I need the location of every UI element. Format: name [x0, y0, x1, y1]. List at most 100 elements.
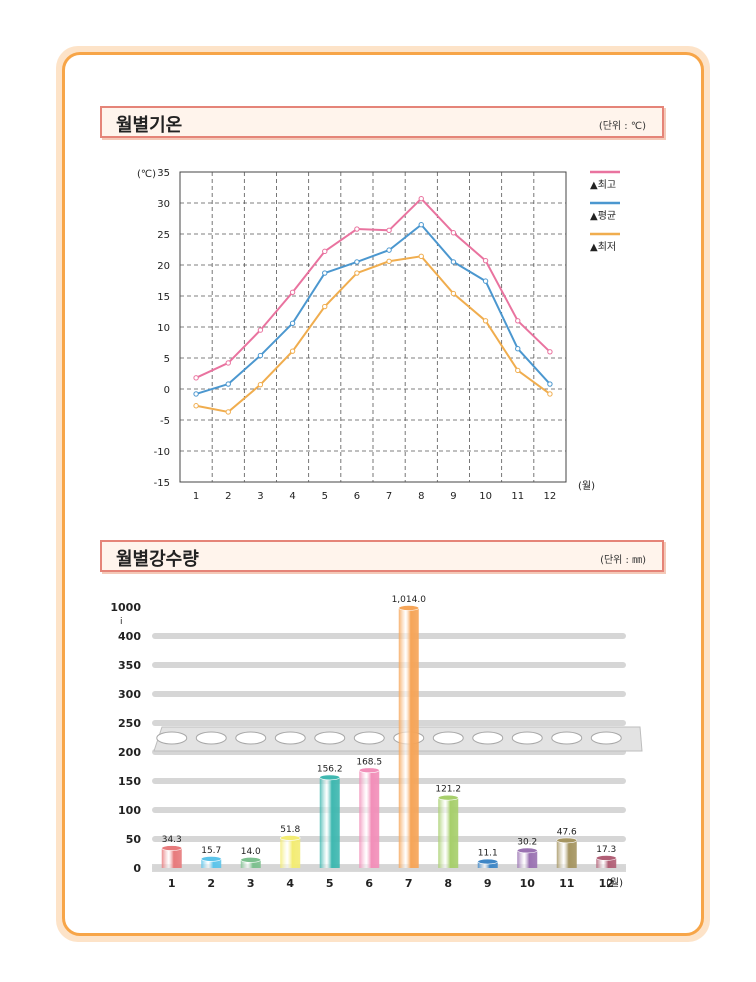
- temp-point-avg: [354, 259, 360, 265]
- rain-bar: [556, 840, 577, 868]
- rain-gridline: [152, 865, 626, 871]
- rain-y-tick-label: 50: [126, 833, 142, 846]
- rain-x-tick-label: 5: [326, 877, 334, 890]
- temp-point-low: [515, 367, 521, 374]
- rain-x-tick-label: 2: [207, 877, 215, 890]
- rain-bar: [359, 770, 380, 868]
- rain-value-label: 34.3: [162, 835, 182, 845]
- temp-point-high: [547, 349, 553, 355]
- rain-x-tick-label: 4: [286, 877, 294, 890]
- temp-y-tick-label: 5: [164, 354, 170, 365]
- temp-point-low: [289, 348, 296, 354]
- rain-gridline: [152, 720, 626, 726]
- rain-axis-break-hole: [472, 731, 504, 745]
- temp-y-tick-label: 10: [157, 323, 170, 334]
- rain-y-tick-label: 100: [118, 804, 141, 817]
- rain-y-tick-label: 0: [133, 862, 141, 875]
- rain-y-tick-label: 400: [118, 630, 141, 643]
- rain-value-label: 1,014.0: [392, 595, 427, 605]
- rain-bar-cap: [200, 856, 222, 862]
- temp-x-tick-label: 4: [289, 491, 295, 502]
- temp-y-tick-label: 20: [157, 261, 170, 272]
- temp-point-low: [386, 258, 392, 264]
- rain-gridline: [152, 633, 626, 639]
- temp-x-tick-label: 1: [193, 491, 199, 502]
- temp-x-tick-label: 2: [225, 491, 231, 502]
- temp-y-tick-label: 35: [157, 168, 170, 179]
- temp-x-tick-label: 6: [354, 491, 360, 502]
- rain-axis-break-hole: [314, 731, 346, 745]
- temp-point-avg: [515, 346, 521, 352]
- temp-point-high: [515, 318, 521, 324]
- temp-point-high: [354, 226, 360, 232]
- temp-x-tick-label: 12: [544, 491, 557, 502]
- legend-label-high: ▲최고: [590, 179, 616, 191]
- temp-point-high: [193, 375, 199, 381]
- temp-y-unit: (℃): [137, 169, 156, 180]
- legend-label-low: ▲최저: [590, 241, 616, 253]
- temp-point-low: [482, 318, 489, 324]
- temp-x-tick-label: 7: [386, 491, 392, 502]
- temp-point-low: [225, 409, 231, 415]
- rain-value-label: 17.3: [596, 845, 616, 855]
- rain-axis-break-hole: [432, 731, 464, 745]
- temp-point-high: [257, 327, 264, 333]
- rain-y-tick-label: 250: [118, 717, 141, 730]
- rain-value-label: 156.2: [317, 764, 343, 774]
- temp-x-tick-label: 5: [322, 491, 328, 502]
- rain-plot-area: 1000 400 350 300 250 200 150 100 50 0 i 34.3 15.7 14.…: [110, 595, 643, 890]
- rain-bar-cap: [437, 794, 459, 801]
- rain-value-label: 30.2: [517, 837, 537, 847]
- rain-y-tick-label: 1000: [110, 601, 141, 614]
- rain-bar-cap: [477, 858, 499, 865]
- temp-point-high: [450, 230, 457, 236]
- rain-y-tick-label: 350: [118, 659, 141, 672]
- temp-y-tick-label: 0: [164, 385, 170, 396]
- rain-bar: [201, 858, 222, 868]
- rain-x-tick-label: 11: [559, 877, 574, 890]
- temp-point-high: [225, 360, 231, 366]
- temp-y-tick-label: 15: [157, 292, 170, 303]
- rain-gridline: [152, 662, 626, 668]
- rain-y-tick-label: 200: [118, 746, 141, 759]
- rain-x-unit: (월): [606, 877, 623, 889]
- rain-axis-break-hole: [235, 731, 267, 745]
- temp-point-avg: [547, 381, 553, 387]
- temp-x-unit: (월): [578, 480, 595, 492]
- temp-y-tick-label: -15: [154, 478, 170, 489]
- rain-bar: [438, 797, 459, 868]
- temp-point-avg: [257, 352, 264, 359]
- rain-value-label: 14.0: [241, 847, 261, 857]
- rain-gridline: [152, 836, 626, 842]
- temp-point-avg: [386, 247, 392, 253]
- rain-value-label: 51.8: [280, 825, 300, 835]
- rain-bar-cap: [358, 767, 380, 774]
- rain-value-label: 11.1: [478, 849, 498, 859]
- rain-y-tick-label: 150: [118, 775, 141, 788]
- rain-bar-cap: [319, 774, 341, 781]
- rain-bar: [398, 608, 419, 868]
- rain-axis-break-tray: [153, 726, 643, 752]
- rain-bar: [280, 837, 301, 868]
- rain-axis-break-hole: [195, 731, 227, 745]
- temp-point-low: [322, 303, 328, 310]
- temp-y-tick-label: 30: [157, 199, 170, 210]
- rain-axis-break-hole: [274, 731, 306, 745]
- temp-point-low: [193, 403, 199, 409]
- temp-point-avg: [289, 320, 296, 326]
- rain-bar-cap: [240, 857, 262, 863]
- rain-bar: [240, 859, 261, 868]
- rain-axis-break-hole: [551, 731, 583, 745]
- temp-x-tick-label: 9: [450, 491, 456, 502]
- rain-axis-break-hole: [590, 731, 622, 745]
- temp-y-tick-label: 25: [157, 230, 170, 241]
- temp-point-high: [418, 195, 424, 202]
- temp-series-line-avg: [195, 223, 551, 395]
- temp-point-avg: [225, 381, 231, 387]
- rain-bar: [319, 777, 340, 868]
- rain-bar: [517, 850, 538, 868]
- legend-label-avg: ▲평균: [590, 210, 616, 222]
- rain-bar-cap: [516, 847, 538, 854]
